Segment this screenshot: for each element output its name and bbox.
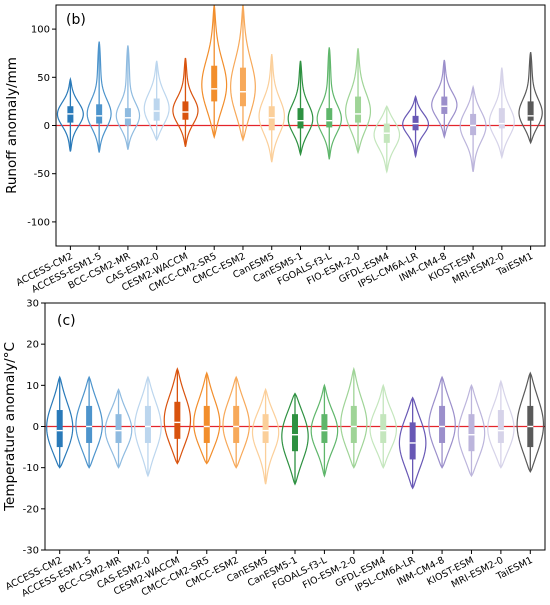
y-tick-label: -10 — [23, 463, 39, 474]
y-tick-label: 10 — [26, 381, 39, 392]
violin-outline — [143, 60, 170, 142]
panel-label: (c) — [57, 313, 76, 329]
violin-iqr-box — [203, 405, 210, 443]
violin-iqr-box — [470, 113, 477, 136]
violin-outline — [258, 54, 286, 163]
y-tick-label: -50 — [34, 169, 50, 180]
violin-iqr-box — [96, 104, 103, 124]
violin-outline — [287, 60, 314, 157]
violin-iqr-box — [321, 414, 328, 443]
violin-group — [46, 366, 545, 490]
y-tick-label: 0 — [44, 121, 50, 132]
violin-iqr-box — [144, 405, 151, 443]
violin-iqr-box — [153, 98, 160, 121]
violin-outline — [398, 396, 427, 490]
violin-outline — [201, 5, 228, 140]
violin-iqr-box — [409, 422, 416, 460]
violin-iqr-box — [439, 405, 446, 443]
violin-iqr-box — [211, 65, 218, 102]
y-tick-label: -20 — [23, 504, 39, 515]
y-tick-label: 50 — [37, 73, 50, 84]
violin-iqr-box — [292, 414, 298, 452]
violin-iqr-box — [182, 101, 189, 120]
violin-iqr-box — [498, 108, 505, 129]
y-tick-label: 20 — [26, 340, 39, 351]
violin-outline — [230, 5, 256, 142]
y-tick-label: -100 — [27, 217, 50, 228]
violin-iqr-box — [468, 414, 475, 452]
violin-iqr-box — [527, 101, 534, 121]
y-axis-label: Runoff anomaly/mm — [4, 57, 20, 194]
violin-iqr-box — [124, 108, 131, 126]
violin-iqr-box — [56, 410, 63, 448]
violin-iqr-box — [380, 414, 387, 443]
violin-outline — [369, 383, 398, 469]
violin-iqr-box — [174, 401, 181, 439]
violin-group — [56, 5, 543, 174]
violin-iqr-box — [262, 414, 269, 443]
violin-outline — [193, 371, 221, 465]
violin-iqr-box — [233, 405, 240, 443]
violin-iqr-box — [326, 108, 333, 128]
y-tick-label: 30 — [26, 299, 39, 310]
violin-iqr-box — [441, 96, 448, 114]
violin-iqr-box — [297, 108, 304, 129]
y-tick-label: 100 — [31, 25, 50, 36]
y-tick-label: 0 — [33, 422, 39, 433]
violin-iqr-box — [355, 96, 362, 123]
violin-iqr-box — [497, 410, 504, 443]
violin-outline — [86, 41, 112, 153]
temperature-panel: -30-20-100102030ACCESS-CM2ACCESS-ESM1-5B… — [2, 299, 546, 600]
violin-outline — [457, 383, 486, 478]
runoff-panel: -100-50050100ACCESS-CM2ACCESS-ESM1-5BCC-… — [4, 4, 546, 296]
violin-outline — [516, 371, 545, 474]
panel-label: (b) — [66, 12, 86, 28]
y-axis-label: Temperature anomaly/°C — [2, 342, 18, 512]
violin-iqr-box — [115, 414, 122, 443]
violin-iqr-box — [86, 405, 93, 443]
violin-outline — [310, 383, 339, 478]
y-tick-label: -30 — [23, 546, 39, 557]
violin-iqr-box — [239, 67, 246, 107]
violin-iqr-box — [350, 405, 357, 443]
